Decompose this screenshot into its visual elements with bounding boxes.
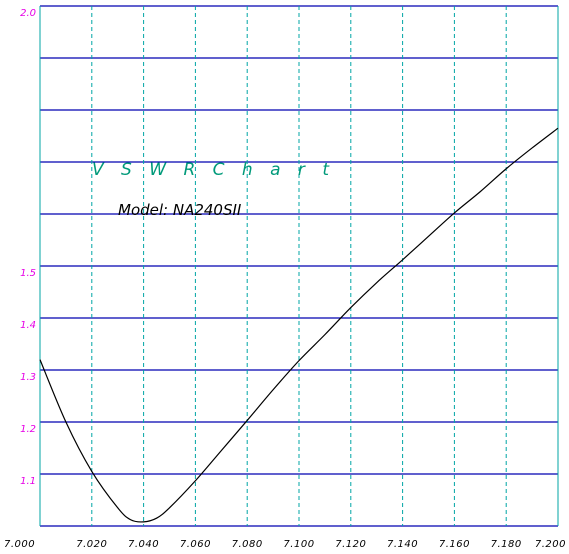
- x-tick-label: 7.200: [535, 539, 566, 550]
- x-tick-label: 7.140: [387, 539, 418, 550]
- series-group: [39, 127, 559, 523]
- x-tick-label: 7.000: [4, 539, 35, 550]
- chart-title: V S W R C h a r t: [92, 160, 335, 180]
- grid: [39, 5, 559, 527]
- y-tick-label: 1.2: [20, 424, 36, 435]
- y-tick-label: 1.1: [20, 476, 36, 487]
- y-tick-label: 1.5: [20, 268, 36, 279]
- y-tick-label: 1.4: [20, 320, 36, 331]
- y-tick-label: 1.3: [20, 372, 36, 383]
- x-tick-label: 7.080: [232, 539, 263, 550]
- x-tick-label: 7.020: [76, 539, 107, 550]
- vswr-series-line: [39, 127, 559, 523]
- y-axis-labels: 2.0 1.5 1.4 1.3 1.2 1.1: [20, 8, 36, 487]
- x-tick-label: 7.180: [491, 539, 522, 550]
- y-tick-label: 2.0: [20, 8, 36, 19]
- x-tick-label: 7.160: [439, 539, 470, 550]
- x-axis-labels: 7.000 7.020 7.040 7.060 7.080 7.100 7.120 7.140…: [4, 539, 566, 550]
- chart-subtitle: Model: NA240SII: [118, 201, 242, 219]
- x-tick-label: 7.040: [128, 539, 159, 550]
- x-tick-label: 7.120: [335, 539, 366, 550]
- x-tick-label: 7.060: [180, 539, 211, 550]
- x-tick-label: 7.100: [283, 539, 314, 550]
